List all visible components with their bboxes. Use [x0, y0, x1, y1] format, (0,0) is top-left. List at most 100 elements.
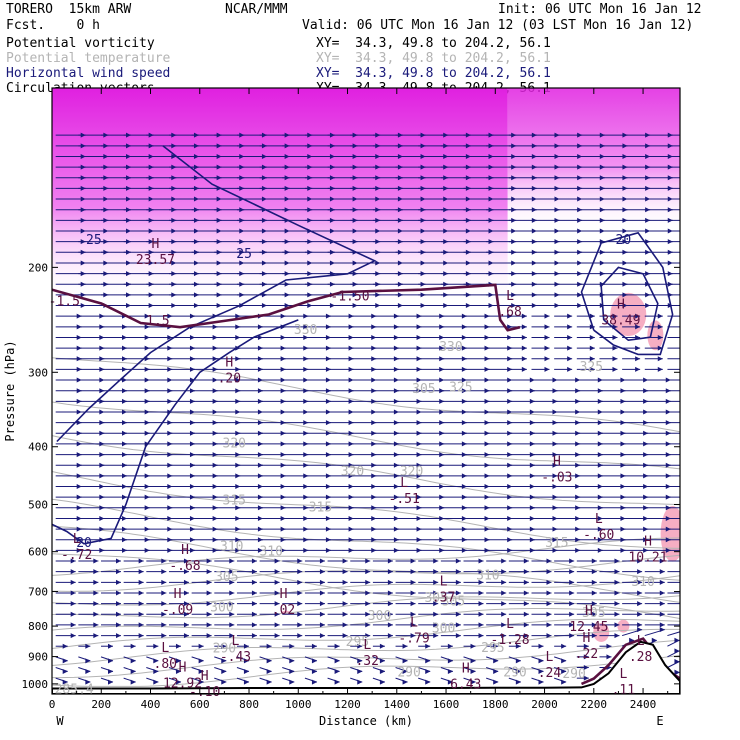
vector-head-45-15 [70, 611, 76, 617]
extremum-value-12: -.10 [189, 685, 220, 700]
vector-head-44-1027 [319, 601, 325, 607]
vector-head-43-2039 [569, 590, 575, 596]
vector-head-51-2499 [674, 669, 680, 675]
vector-head-21-2039 [567, 356, 573, 362]
vector-head-48-291 [130, 643, 136, 649]
vector-head-21-1855 [521, 356, 527, 362]
vector-head-47-475 [183, 633, 189, 639]
vector-head-48-1487 [425, 643, 431, 649]
vector-head-51-107 [85, 679, 91, 685]
vector-head-44-1671 [478, 601, 484, 607]
x-tick-label-5: 1000 [285, 698, 312, 711]
vector-head-45-2039 [569, 611, 575, 617]
y-tick-label-4: 600 [28, 546, 48, 559]
vector-head-48-199 [108, 643, 114, 649]
vector-head-43-2407 [659, 590, 665, 596]
extremum-value-22: .80 [154, 657, 177, 672]
theta-line-13 [52, 435, 680, 506]
vector-head-20-2223 [612, 345, 618, 351]
extremum-value-7: 10.21 [628, 551, 667, 566]
extremum-value-20: -.43 [220, 650, 251, 665]
wind-label-3: 20 [616, 233, 632, 248]
wind-contour-25-east [600, 266, 659, 342]
vector-head-50-1211 [357, 669, 363, 675]
vector-head-49-199 [108, 658, 114, 664]
vector-head-11-2499 [690, 250, 695, 255]
vector-head-10-2499 [690, 239, 695, 244]
vector-head-50-1119 [334, 669, 340, 675]
extremum-value-0: 23.57 [136, 253, 175, 268]
vector-head-50-659 [221, 669, 227, 675]
vector-head-3-2499 [690, 165, 695, 170]
vector-head-9-2499 [690, 228, 695, 233]
vector-head-46-291 [138, 622, 144, 628]
vector-head-40-107 [93, 558, 99, 564]
vector-head-48-107 [85, 643, 91, 649]
vector-head-42-1763 [501, 579, 507, 585]
vector-head-46-935 [297, 622, 303, 628]
vector-head-43-567 [206, 590, 212, 596]
legend-xy-2: XY= 34.3, 49.8 to 204.2, 56.1 [316, 66, 551, 81]
vector-head-42-2315 [637, 579, 643, 585]
extremum-kind-1: H [225, 355, 233, 370]
vector-head-41-1027 [319, 569, 325, 575]
vector-head-45-1303 [387, 611, 393, 617]
vector-head-17-1947 [544, 313, 550, 319]
vector-head-22-2315 [635, 366, 641, 372]
extremum-kind-12: H [201, 669, 209, 684]
extremum-value-11: 6.43 [450, 678, 481, 693]
vector-head-51-2131 [583, 675, 589, 681]
vector-head-40-1855 [523, 558, 529, 564]
theta-label-14: 310 [631, 575, 654, 590]
wind-label-1: 25 [86, 233, 102, 248]
y-tick-label-2: 400 [28, 441, 48, 454]
x-tick-label-8: 1600 [433, 698, 460, 711]
vector-head-45-2407 [659, 611, 665, 617]
theta-label-24: 290 [213, 641, 236, 656]
vector-head-40-383 [161, 558, 167, 564]
vector-head-46-1763 [501, 622, 507, 628]
vector-head-33-2499 [688, 484, 693, 489]
vector-head-18-2315 [635, 324, 641, 330]
extremum-kind-19: L [506, 617, 514, 632]
vector-head-46-843 [274, 622, 280, 628]
vector-head-49-1947 [538, 658, 544, 664]
vector-head-51-1763 [493, 679, 499, 685]
vector-head-42-659 [229, 579, 235, 585]
vector-head-6-2499 [690, 197, 695, 202]
x-tick-label-6: 1200 [334, 698, 361, 711]
vector-head-49-1395 [402, 658, 408, 664]
vector-head-45-1855 [523, 611, 529, 617]
vector-head-40-935 [297, 558, 303, 564]
y-tick-label-6: 800 [28, 620, 48, 633]
vector-head-43-2499 [682, 590, 687, 595]
pv-patch-1 [647, 320, 664, 351]
vector-head-43-199 [116, 590, 122, 596]
vector-head-17-2315 [635, 313, 641, 319]
vector-head-50-1579 [447, 669, 453, 675]
vector-head-51-751 [243, 679, 249, 685]
vector-head-42-15 [70, 579, 76, 585]
vector-head-4-2499 [690, 175, 695, 180]
vector-head-42-199 [116, 579, 122, 585]
theta-line-6 [52, 575, 680, 606]
vector-head-40-567 [206, 558, 212, 564]
vector-head-49-1303 [379, 658, 385, 664]
vector-head-48-1119 [334, 643, 340, 649]
vector-head-49-475 [175, 658, 181, 664]
vector-head-21-2315 [635, 356, 641, 362]
vector-head-42-1855 [523, 579, 529, 585]
vector-head-41-843 [274, 569, 280, 575]
theta-label-6: 320 [341, 464, 364, 479]
vector-head-20-2407 [657, 345, 663, 351]
vector-head-40-659 [229, 558, 235, 564]
vector-head-21-2499 [680, 356, 685, 361]
vector-head-42-2499 [682, 580, 687, 585]
vector-head-51-1211 [357, 679, 363, 685]
vector-head-29-2499 [688, 441, 693, 446]
vector-head-42-1395 [410, 579, 416, 585]
vector-head-41-659 [229, 569, 235, 575]
theta-label-15: 305 [215, 570, 238, 585]
vector-head-40-1211 [365, 558, 371, 564]
vector-head-40-1579 [455, 558, 461, 564]
